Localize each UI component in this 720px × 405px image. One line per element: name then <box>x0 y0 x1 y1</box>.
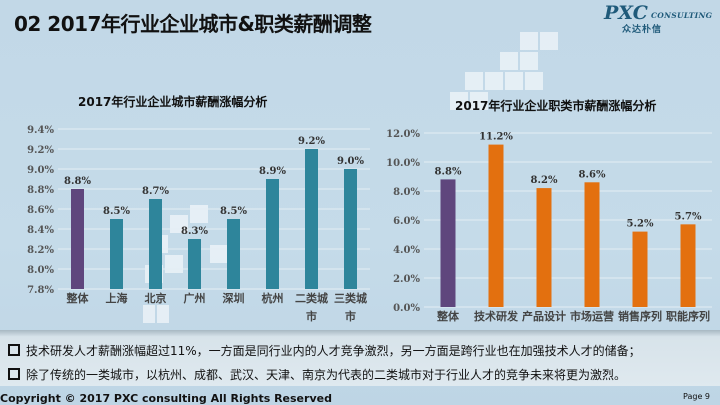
city-chart-title: 2017年行业企业城市薪酬涨幅分析 <box>78 95 268 109</box>
data-label: 9.0% <box>337 156 364 167</box>
x-tick-label: 市 <box>345 309 356 323</box>
data-label: 8.2% <box>531 175 558 186</box>
bar <box>305 149 318 289</box>
bar <box>632 231 648 307</box>
bar <box>680 224 696 307</box>
data-label: 8.8% <box>435 166 462 177</box>
bar <box>227 219 240 289</box>
data-label: 5.7% <box>675 211 702 222</box>
data-label: 5.2% <box>627 219 654 230</box>
data-label: 8.6% <box>579 169 606 180</box>
checkbox-bullet-icon <box>8 368 20 380</box>
y-tick-label: 8.2% <box>27 245 54 256</box>
logo-chinese: 众达朴信 <box>622 25 663 35</box>
bar <box>344 169 357 289</box>
data-label: 9.2% <box>298 136 325 147</box>
summary-band <box>0 330 720 386</box>
y-tick-label: 2.0% <box>393 274 420 285</box>
x-tick-label: 二类城 <box>295 291 328 305</box>
logo-subtitle: CONSULTING <box>651 11 713 20</box>
page-number: Page 9 <box>683 392 710 401</box>
y-tick-label: 8.0% <box>27 265 54 276</box>
bar <box>584 182 600 307</box>
data-label: 8.8% <box>64 176 91 187</box>
y-tick-label: 8.4% <box>27 225 54 236</box>
company-logo: PXC CONSULTING 众达朴信 <box>604 2 720 36</box>
bullet-text: 除了传统的一类城市，以杭州、成都、武汉、天津、南京为代表的二类城市对于行业人才的… <box>26 368 627 382</box>
bar <box>488 144 504 307</box>
job-salary-chart: 0.0% 2.0% 4.0% 6.0% 8.0% 10.0% 12.0% 8.8% 整体 11.2… <box>386 129 712 323</box>
x-tick-label: 整体 <box>66 291 90 305</box>
x-tick-label: 整体 <box>436 309 460 323</box>
copyright-text: Copyright © 2017 PXC consulting All Righ… <box>0 392 332 405</box>
data-label: 8.5% <box>220 206 247 217</box>
data-label: 11.2% <box>479 132 513 143</box>
y-tick-label: 9.2% <box>27 145 54 156</box>
x-tick-label: 深圳 <box>223 291 245 305</box>
bar <box>440 179 456 307</box>
x-tick-label: 市 <box>306 309 317 323</box>
y-tick-label: 8.0% <box>393 187 420 198</box>
y-tick-label: 7.8% <box>27 285 54 296</box>
y-tick-label: 0.0% <box>393 303 420 314</box>
x-tick-label: 技术研发 <box>474 309 519 323</box>
y-tick-label: 8.6% <box>27 205 54 216</box>
logo-brand: PXC <box>604 2 648 24</box>
x-tick-label: 产品设计 <box>522 309 566 323</box>
bar <box>536 188 552 307</box>
checkbox-bullet-icon <box>8 344 20 356</box>
x-tick-label: 广州 <box>184 291 206 305</box>
x-tick-label: 市场运营 <box>570 309 614 323</box>
x-tick-label: 杭州 <box>262 291 284 305</box>
bullet-item: 技术研发人才薪酬涨幅超过11%，一方面是同行业内的人才竞争激烈，另一方面是跨行业… <box>8 342 641 359</box>
x-tick-label: 销售序列 <box>618 309 662 323</box>
x-tick-label: 职能序列 <box>666 309 710 323</box>
job-chart-title: 2017年行业企业职类市薪酬涨幅分析 <box>455 99 657 113</box>
y-tick-label: 6.0% <box>393 216 420 227</box>
bar <box>71 189 84 289</box>
bullet-item: 除了传统的一类城市，以杭州、成都、武汉、天津、南京为代表的二类城市对于行业人才的… <box>8 366 626 383</box>
y-tick-label: 9.4% <box>27 125 54 136</box>
y-tick-label: 10.0% <box>386 158 420 169</box>
bar <box>188 239 201 289</box>
x-tick-label: 北京 <box>145 291 167 305</box>
x-tick-label: 三类城 <box>334 291 367 305</box>
y-tick-label: 12.0% <box>386 129 420 140</box>
data-label: 8.7% <box>142 186 169 197</box>
x-tick-label: 上海 <box>106 291 128 305</box>
y-tick-label: 4.0% <box>393 245 420 256</box>
bar <box>110 219 123 289</box>
bullet-text: 技术研发人才薪酬涨幅超过11%，一方面是同行业内的人才竞争激烈，另一方面是跨行业… <box>26 344 641 358</box>
data-label: 8.3% <box>181 226 208 237</box>
data-label: 8.5% <box>103 206 130 217</box>
y-tick-label: 8.8% <box>27 185 54 196</box>
page-title: 02 2017年行业企业城市&职类薪酬调整 <box>14 12 372 36</box>
y-tick-label: 9.0% <box>27 165 54 176</box>
data-label: 8.9% <box>259 166 286 177</box>
bar <box>149 199 162 289</box>
city-salary-chart: 7.8% 8.0% 8.2% 8.4% 8.6% 8.8% 9.0% 9.2% 9.4% 8.8%… <box>27 125 370 323</box>
bar <box>266 179 279 289</box>
